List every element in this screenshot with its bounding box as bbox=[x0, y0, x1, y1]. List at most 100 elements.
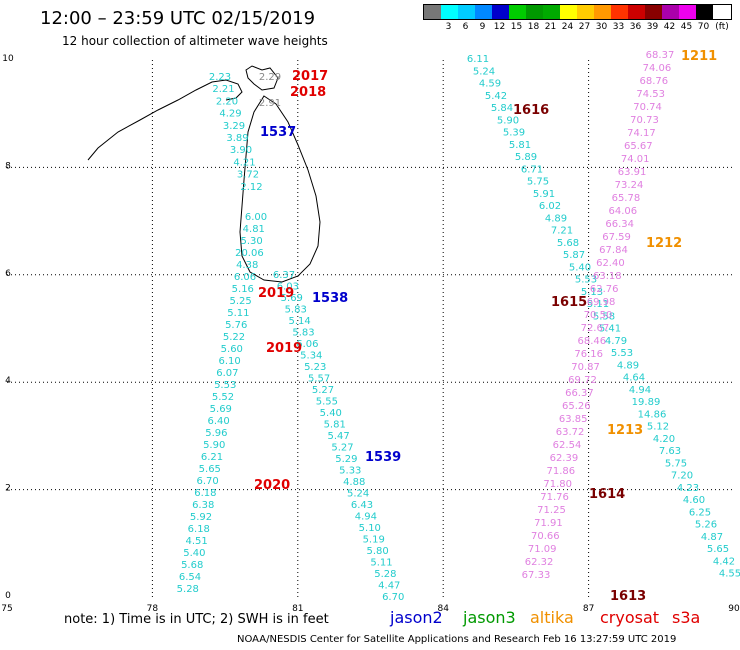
swh-value: 5.24 bbox=[347, 489, 369, 500]
swh-value: 4.29 bbox=[219, 109, 241, 120]
swh-value: 6.02 bbox=[539, 201, 561, 212]
swh-value: 3.29 bbox=[223, 121, 245, 132]
altimeter-tracks: 2.232.212.20 4.293.293.893.904.21 3.722.12… bbox=[177, 50, 740, 603]
lon-tick-label: 75 bbox=[1, 604, 12, 614]
swh-value: 74.17 bbox=[627, 128, 656, 139]
swh-value: 6.71 bbox=[521, 164, 543, 175]
swh-value: 63.91 bbox=[618, 167, 647, 178]
pass-label: 2019 bbox=[258, 286, 294, 301]
swh-value: 5.16 bbox=[232, 284, 254, 295]
swh-value: 5.68 bbox=[557, 238, 579, 249]
swh-value: 4.89 bbox=[617, 360, 639, 371]
swh-value: 4.81 bbox=[243, 224, 265, 235]
swh-value: 5.83 bbox=[285, 305, 307, 316]
swh-value: 74.06 bbox=[643, 63, 672, 74]
swh-value: 70.73 bbox=[630, 115, 659, 126]
legend-label: 36 bbox=[629, 22, 642, 32]
legend-swatch bbox=[424, 5, 441, 19]
map-subtitle: 12 hour collection of altimeter wave hei… bbox=[62, 34, 328, 48]
coastline bbox=[87, 65, 321, 283]
swh-value: 6.06 bbox=[296, 339, 318, 350]
lat-tick-label: 8 bbox=[5, 161, 11, 171]
swh-value: 71.76 bbox=[540, 492, 569, 503]
swh-value: 4.51 bbox=[185, 536, 207, 547]
pass-label: 1614 bbox=[589, 487, 625, 502]
swh-value: 65.26 bbox=[562, 401, 591, 412]
swh-value: 74.53 bbox=[636, 89, 665, 100]
legend-label: 30 bbox=[595, 22, 608, 32]
swh-value: 2.91 bbox=[259, 98, 281, 109]
swh-value: 5.14 bbox=[288, 316, 310, 327]
swh-value: 4.47 bbox=[378, 581, 400, 592]
legend-swatch bbox=[560, 5, 577, 19]
credit-line: NOAA/NESDIS Center for Satellite Applica… bbox=[237, 634, 677, 645]
swh-value: 5.81 bbox=[509, 140, 531, 151]
pass-label: 1539 bbox=[365, 450, 401, 465]
swh-value: 5.58 bbox=[593, 311, 615, 322]
swh-value: 14.86 bbox=[638, 409, 667, 420]
swh-value: 72.67 bbox=[581, 323, 610, 334]
legend-label: 18 bbox=[527, 22, 540, 32]
swh-value: 5.13 bbox=[581, 287, 603, 298]
swh-value: 4.89 bbox=[545, 213, 567, 224]
swh-value: 66.34 bbox=[605, 219, 634, 230]
pass-label: 2019 bbox=[266, 341, 302, 356]
swh-value: 4.88 bbox=[343, 477, 365, 488]
swh-value: 6.06 bbox=[234, 272, 256, 283]
swh-value: 66.37 bbox=[565, 388, 594, 399]
swh-value: 5.12 bbox=[647, 422, 669, 433]
swh-value: 19.89 bbox=[632, 397, 661, 408]
swh-value: 68.46 bbox=[577, 336, 606, 347]
pass-label: 1537 bbox=[260, 125, 296, 140]
swh-value: 4.87 bbox=[701, 532, 723, 543]
legend-swatch bbox=[662, 5, 679, 19]
swh-value: 4.38 bbox=[236, 260, 258, 271]
legend-label: 39 bbox=[646, 22, 659, 32]
swh-value: 5.69 bbox=[281, 293, 303, 304]
swh-value: 5.24 bbox=[473, 66, 495, 77]
legend-swatch bbox=[577, 5, 594, 19]
swh-value: 5.11 bbox=[227, 308, 249, 319]
swh-value: 73.24 bbox=[615, 180, 644, 191]
lon-tick-label: 87 bbox=[583, 604, 594, 614]
swh-value: 5.83 bbox=[292, 328, 314, 339]
legend-label: 6 bbox=[462, 22, 469, 32]
satellite-name: s3a bbox=[672, 608, 701, 627]
swh-value: 4.21 bbox=[233, 157, 255, 168]
swh-value: 6.21 bbox=[201, 452, 223, 463]
swh-value: 5.29 bbox=[335, 454, 357, 465]
swh-value: 4.20 bbox=[653, 434, 675, 445]
swh-value: 2.20 bbox=[216, 96, 238, 107]
swh-value: 63.85 bbox=[559, 414, 588, 425]
satellite-name: altika bbox=[530, 608, 574, 627]
swh-value: 3.72 bbox=[237, 170, 259, 181]
legend-swatch bbox=[679, 5, 696, 19]
swh-value: 5.53 bbox=[575, 275, 597, 286]
legend-swatch bbox=[492, 5, 509, 19]
swh-value: 6.43 bbox=[351, 500, 373, 511]
swh-value: 6.11 bbox=[467, 54, 489, 65]
legend-swatch bbox=[696, 5, 713, 19]
legend-label: 9 bbox=[479, 22, 486, 32]
legend-swatch bbox=[543, 5, 560, 19]
swh-value: 4.59 bbox=[479, 79, 501, 90]
swh-value: 5.10 bbox=[359, 523, 381, 534]
legend-swatch bbox=[526, 5, 543, 19]
swh-value: 5.40 bbox=[183, 548, 205, 559]
map-title: 12:00 – 23:59 UTC 02/15/2019 bbox=[40, 8, 316, 29]
swh-value: 5.89 bbox=[515, 152, 537, 163]
legend-label: 27 bbox=[578, 22, 591, 32]
swh-value: 6.70 bbox=[196, 476, 218, 487]
swh-value: 5.92 bbox=[190, 512, 212, 523]
swh-value: 5.76 bbox=[225, 320, 247, 331]
swh-value: 5.40 bbox=[569, 262, 591, 273]
swh-value: 5.90 bbox=[497, 115, 519, 126]
lat-tick-label: 4 bbox=[5, 376, 11, 386]
swh-value: 4.64 bbox=[623, 373, 645, 384]
swh-value: 62.76 bbox=[590, 284, 619, 295]
swh-value: 6.37 bbox=[273, 270, 295, 281]
swh-value: 4.42 bbox=[713, 556, 735, 567]
legend-swatch bbox=[441, 5, 458, 19]
